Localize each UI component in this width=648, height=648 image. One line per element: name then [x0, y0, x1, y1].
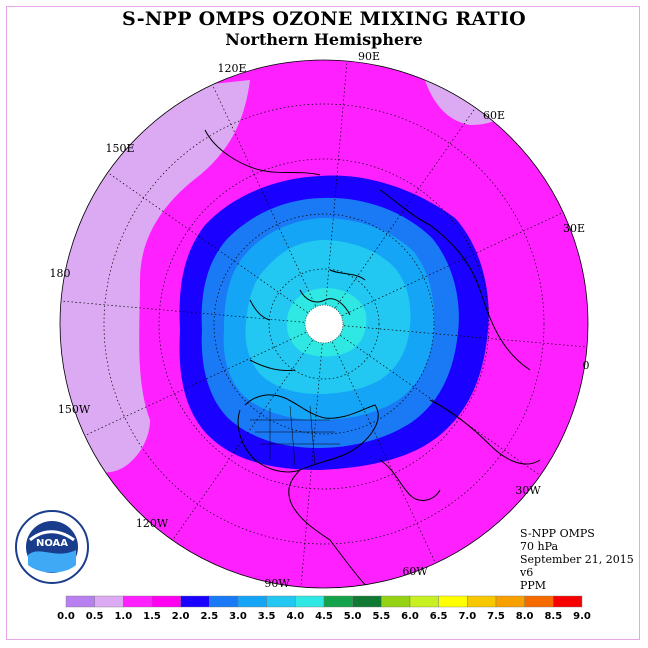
- longitude-label-150e: 150E: [105, 142, 134, 155]
- colorbar-tick-0.0: 0.0: [57, 611, 75, 622]
- longitude-label-150w: 150W: [58, 403, 91, 416]
- colorbar-tick-8.5: 8.5: [544, 611, 562, 622]
- colorbar-swatch-13: [438, 595, 468, 608]
- page-title: S-NPP OMPS OZONE MIXING RATIO: [121, 8, 527, 30]
- colorbar-swatch-10: [352, 595, 382, 608]
- info-level: 70 hPa: [520, 540, 559, 553]
- info-instrument: S-NPP OMPS: [520, 527, 595, 540]
- longitude-label-180: 180: [50, 267, 71, 280]
- colorbar-swatch-15: [495, 595, 525, 608]
- colorbar-swatch-16: [524, 595, 554, 608]
- info-date: September 21, 2015: [520, 553, 634, 566]
- longitude-label-120e: 120E: [217, 62, 246, 75]
- graticule: [60, 60, 588, 588]
- colorbar-tick-8.0: 8.0: [516, 611, 534, 622]
- colorbar-tick-1.0: 1.0: [114, 611, 132, 622]
- longitude-label-90e: 90E: [358, 50, 380, 63]
- colorbar-swatch-9: [323, 595, 353, 608]
- colorbar-tick-6.0: 6.0: [401, 611, 419, 622]
- colorbar-tick-0.5: 0.5: [86, 611, 104, 622]
- longitude-label-60w: 60W: [402, 565, 428, 578]
- colorbar: 0.0 0.5 1.0 1.5 2.0 2.5 3.0 3.5 4.0 4.5 5.0 5.5 6.0 6…: [57, 595, 591, 622]
- colorbar-tick-9.0: 9.0: [573, 611, 591, 622]
- colorbar-swatch-0: [65, 595, 95, 608]
- longitude-label-0: 0: [583, 359, 590, 372]
- state-borders: [250, 405, 340, 466]
- map-boundary: [59, 59, 589, 589]
- ozone-zone-0.5: [60, 80, 250, 480]
- colorbar-swatch-17: [553, 595, 583, 608]
- longitude-label-30w: 30W: [515, 484, 541, 497]
- polar-no-data-cap: [305, 305, 343, 343]
- colorbar-tick-2.0: 2.0: [172, 611, 190, 622]
- colorbar-tick-7.0: 7.0: [458, 611, 476, 622]
- colorbar-swatch-2: [123, 595, 153, 608]
- info-version: v6: [520, 566, 534, 579]
- page-subtitle: Northern Hemisphere: [225, 30, 423, 49]
- coastlines: [204, 129, 541, 588]
- colorbar-swatch-3: [151, 595, 181, 608]
- noaa-logo-text: NOAA: [36, 538, 68, 549]
- longitude-label-30e: 30E: [563, 222, 585, 235]
- noaa-logo: NOAA: [15, 510, 89, 584]
- colorbar-swatch-8: [295, 595, 325, 608]
- colorbar-swatch-6: [237, 595, 267, 608]
- longitude-label-60e: 60E: [483, 109, 505, 122]
- colorbar-swatch-4: [180, 595, 210, 608]
- colorbar-tick-6.5: 6.5: [430, 611, 448, 622]
- longitude-label-90w: 90W: [264, 577, 290, 590]
- colorbar-tick-3.5: 3.5: [258, 611, 276, 622]
- colorbar-swatch-1: [94, 595, 124, 608]
- colorbar-swatch-14: [467, 595, 497, 608]
- map-frame: [6, 6, 640, 640]
- colorbar-tick-7.5: 7.5: [487, 611, 505, 622]
- colorbar-tick-3.0: 3.0: [229, 611, 247, 622]
- colorbar-tick-5.5: 5.5: [372, 611, 390, 622]
- colorbar-tick-2.5: 2.5: [200, 611, 218, 622]
- colorbar-swatch-11: [381, 595, 411, 608]
- colorbar-swatch-12: [409, 595, 439, 608]
- colorbar-tick-4.5: 4.5: [315, 611, 333, 622]
- colorbar-tick-4.0: 4.0: [286, 611, 304, 622]
- colorbar-swatch-7: [266, 595, 296, 608]
- info-units: PPM: [520, 579, 547, 592]
- colorbar-tick-1.5: 1.5: [143, 611, 161, 622]
- colorbar-swatch-5: [209, 595, 239, 608]
- colorbar-tick-5.0: 5.0: [344, 611, 362, 622]
- longitude-label-120w: 120W: [136, 517, 169, 530]
